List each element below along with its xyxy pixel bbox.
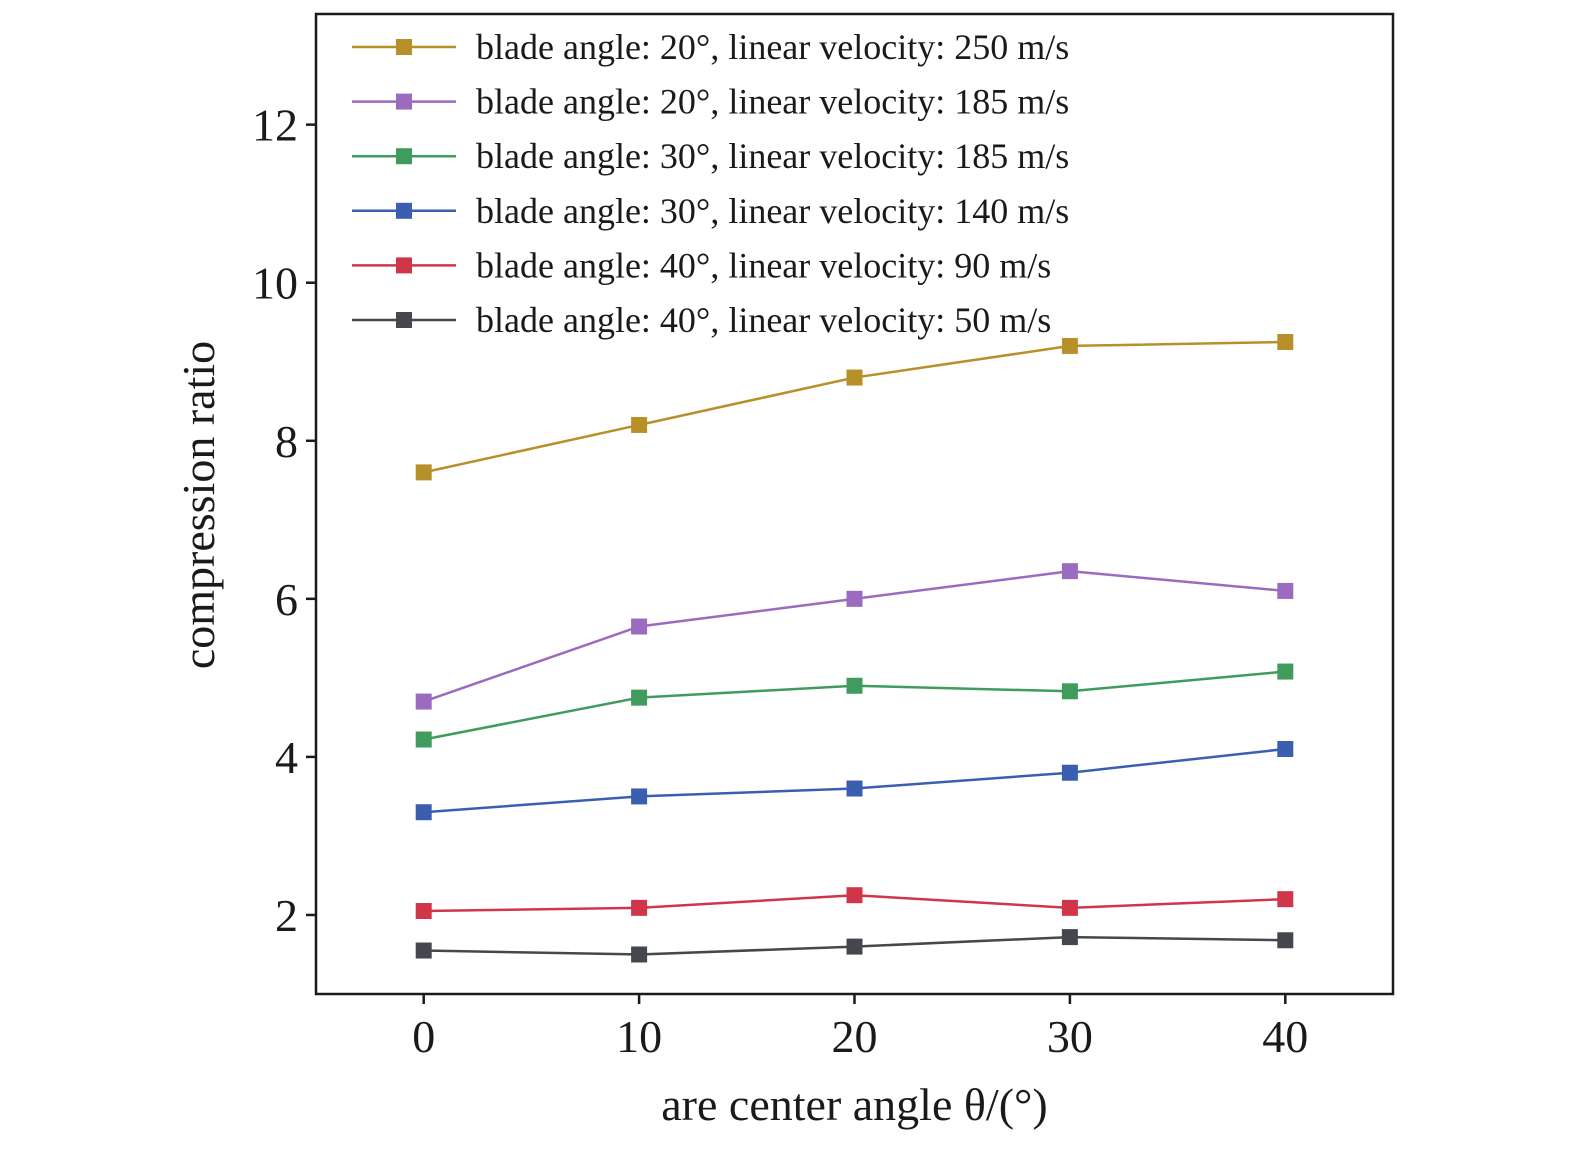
legend-label: blade angle: 20°, linear velocity: 185 m… [476, 82, 1069, 122]
data-point [1277, 891, 1294, 908]
legend-item: blade angle: 20°, linear velocity: 185 m… [352, 82, 1069, 122]
data-point [1061, 929, 1078, 946]
series-5 [415, 887, 1294, 920]
data-point [846, 780, 863, 797]
legend-marker [396, 312, 412, 328]
legend-item: blade angle: 30°, linear velocity: 140 m… [352, 191, 1069, 231]
y-axis-title: compression ratio [173, 341, 224, 669]
data-point [631, 689, 648, 706]
legend-marker [396, 148, 412, 165]
data-point [1277, 333, 1294, 350]
data-point [415, 731, 432, 748]
x-tick-label: 10 [616, 1011, 662, 1062]
x-tick-label: 0 [412, 1011, 435, 1062]
series-1 [415, 333, 1294, 481]
legend-label: blade angle: 30°, linear velocity: 140 m… [476, 191, 1069, 231]
data-point [631, 416, 648, 433]
series-3 [415, 663, 1294, 748]
y-tick-label: 6 [275, 574, 298, 625]
legend-marker [396, 257, 412, 274]
data-point [1277, 741, 1294, 757]
x-tick-label: 40 [1262, 1011, 1308, 1062]
series-group [415, 333, 1294, 963]
legend-item: blade angle: 30°, linear velocity: 185 m… [352, 136, 1069, 176]
data-point [415, 903, 432, 920]
axis-ticks-group: 0 10 20 30 40 2 4 6 8 10 12 [252, 100, 1308, 1062]
x-axis-title: are center angle θ/(°) [661, 1079, 1047, 1130]
data-point [1061, 899, 1078, 916]
data-point [1277, 582, 1294, 599]
data-point [1277, 663, 1294, 680]
legend: blade angle: 20°, linear velocity: 250 m… [352, 27, 1069, 340]
data-point [631, 899, 648, 916]
data-point [415, 804, 432, 821]
data-point [1061, 764, 1078, 781]
series-4 [415, 741, 1294, 821]
legend-marker [396, 202, 412, 219]
data-point [415, 693, 432, 710]
data-point [631, 618, 648, 635]
legend-label: blade angle: 20°, linear velocity: 250 m… [476, 27, 1069, 67]
y-tick-label: 10 [252, 258, 298, 309]
data-point [415, 942, 432, 959]
data-point [1061, 337, 1078, 354]
legend-marker [396, 39, 412, 55]
y-tick-label: 4 [275, 732, 298, 783]
data-point [846, 887, 863, 904]
legend-label: blade angle: 40°, linear velocity: 50 m/… [476, 300, 1051, 340]
x-tick-label: 20 [832, 1011, 878, 1062]
data-point [631, 788, 648, 805]
x-tick-label: 30 [1047, 1011, 1093, 1062]
data-point [846, 369, 863, 386]
data-point [1277, 932, 1294, 949]
legend-label: blade angle: 30°, linear velocity: 185 m… [476, 136, 1069, 176]
legend-label: blade angle: 40°, linear velocity: 90 m/… [476, 245, 1051, 285]
data-point [1061, 563, 1078, 580]
data-point [415, 464, 432, 481]
legend-marker [396, 93, 412, 110]
legend-item: blade angle: 40°, linear velocity: 50 m/… [352, 300, 1051, 340]
data-point [846, 938, 863, 955]
data-point [1061, 683, 1078, 700]
legend-item: blade angle: 40°, linear velocity: 90 m/… [352, 245, 1051, 285]
series-6 [415, 929, 1294, 963]
legend-item: blade angle: 20°, linear velocity: 250 m… [352, 27, 1069, 67]
data-point [631, 946, 648, 963]
series-line [423, 340, 1286, 474]
series-2 [415, 563, 1294, 710]
data-point [846, 677, 863, 694]
data-point [846, 590, 863, 607]
y-tick-label: 2 [275, 890, 298, 941]
y-tick-label: 8 [275, 416, 298, 467]
y-tick-label: 12 [252, 100, 298, 151]
